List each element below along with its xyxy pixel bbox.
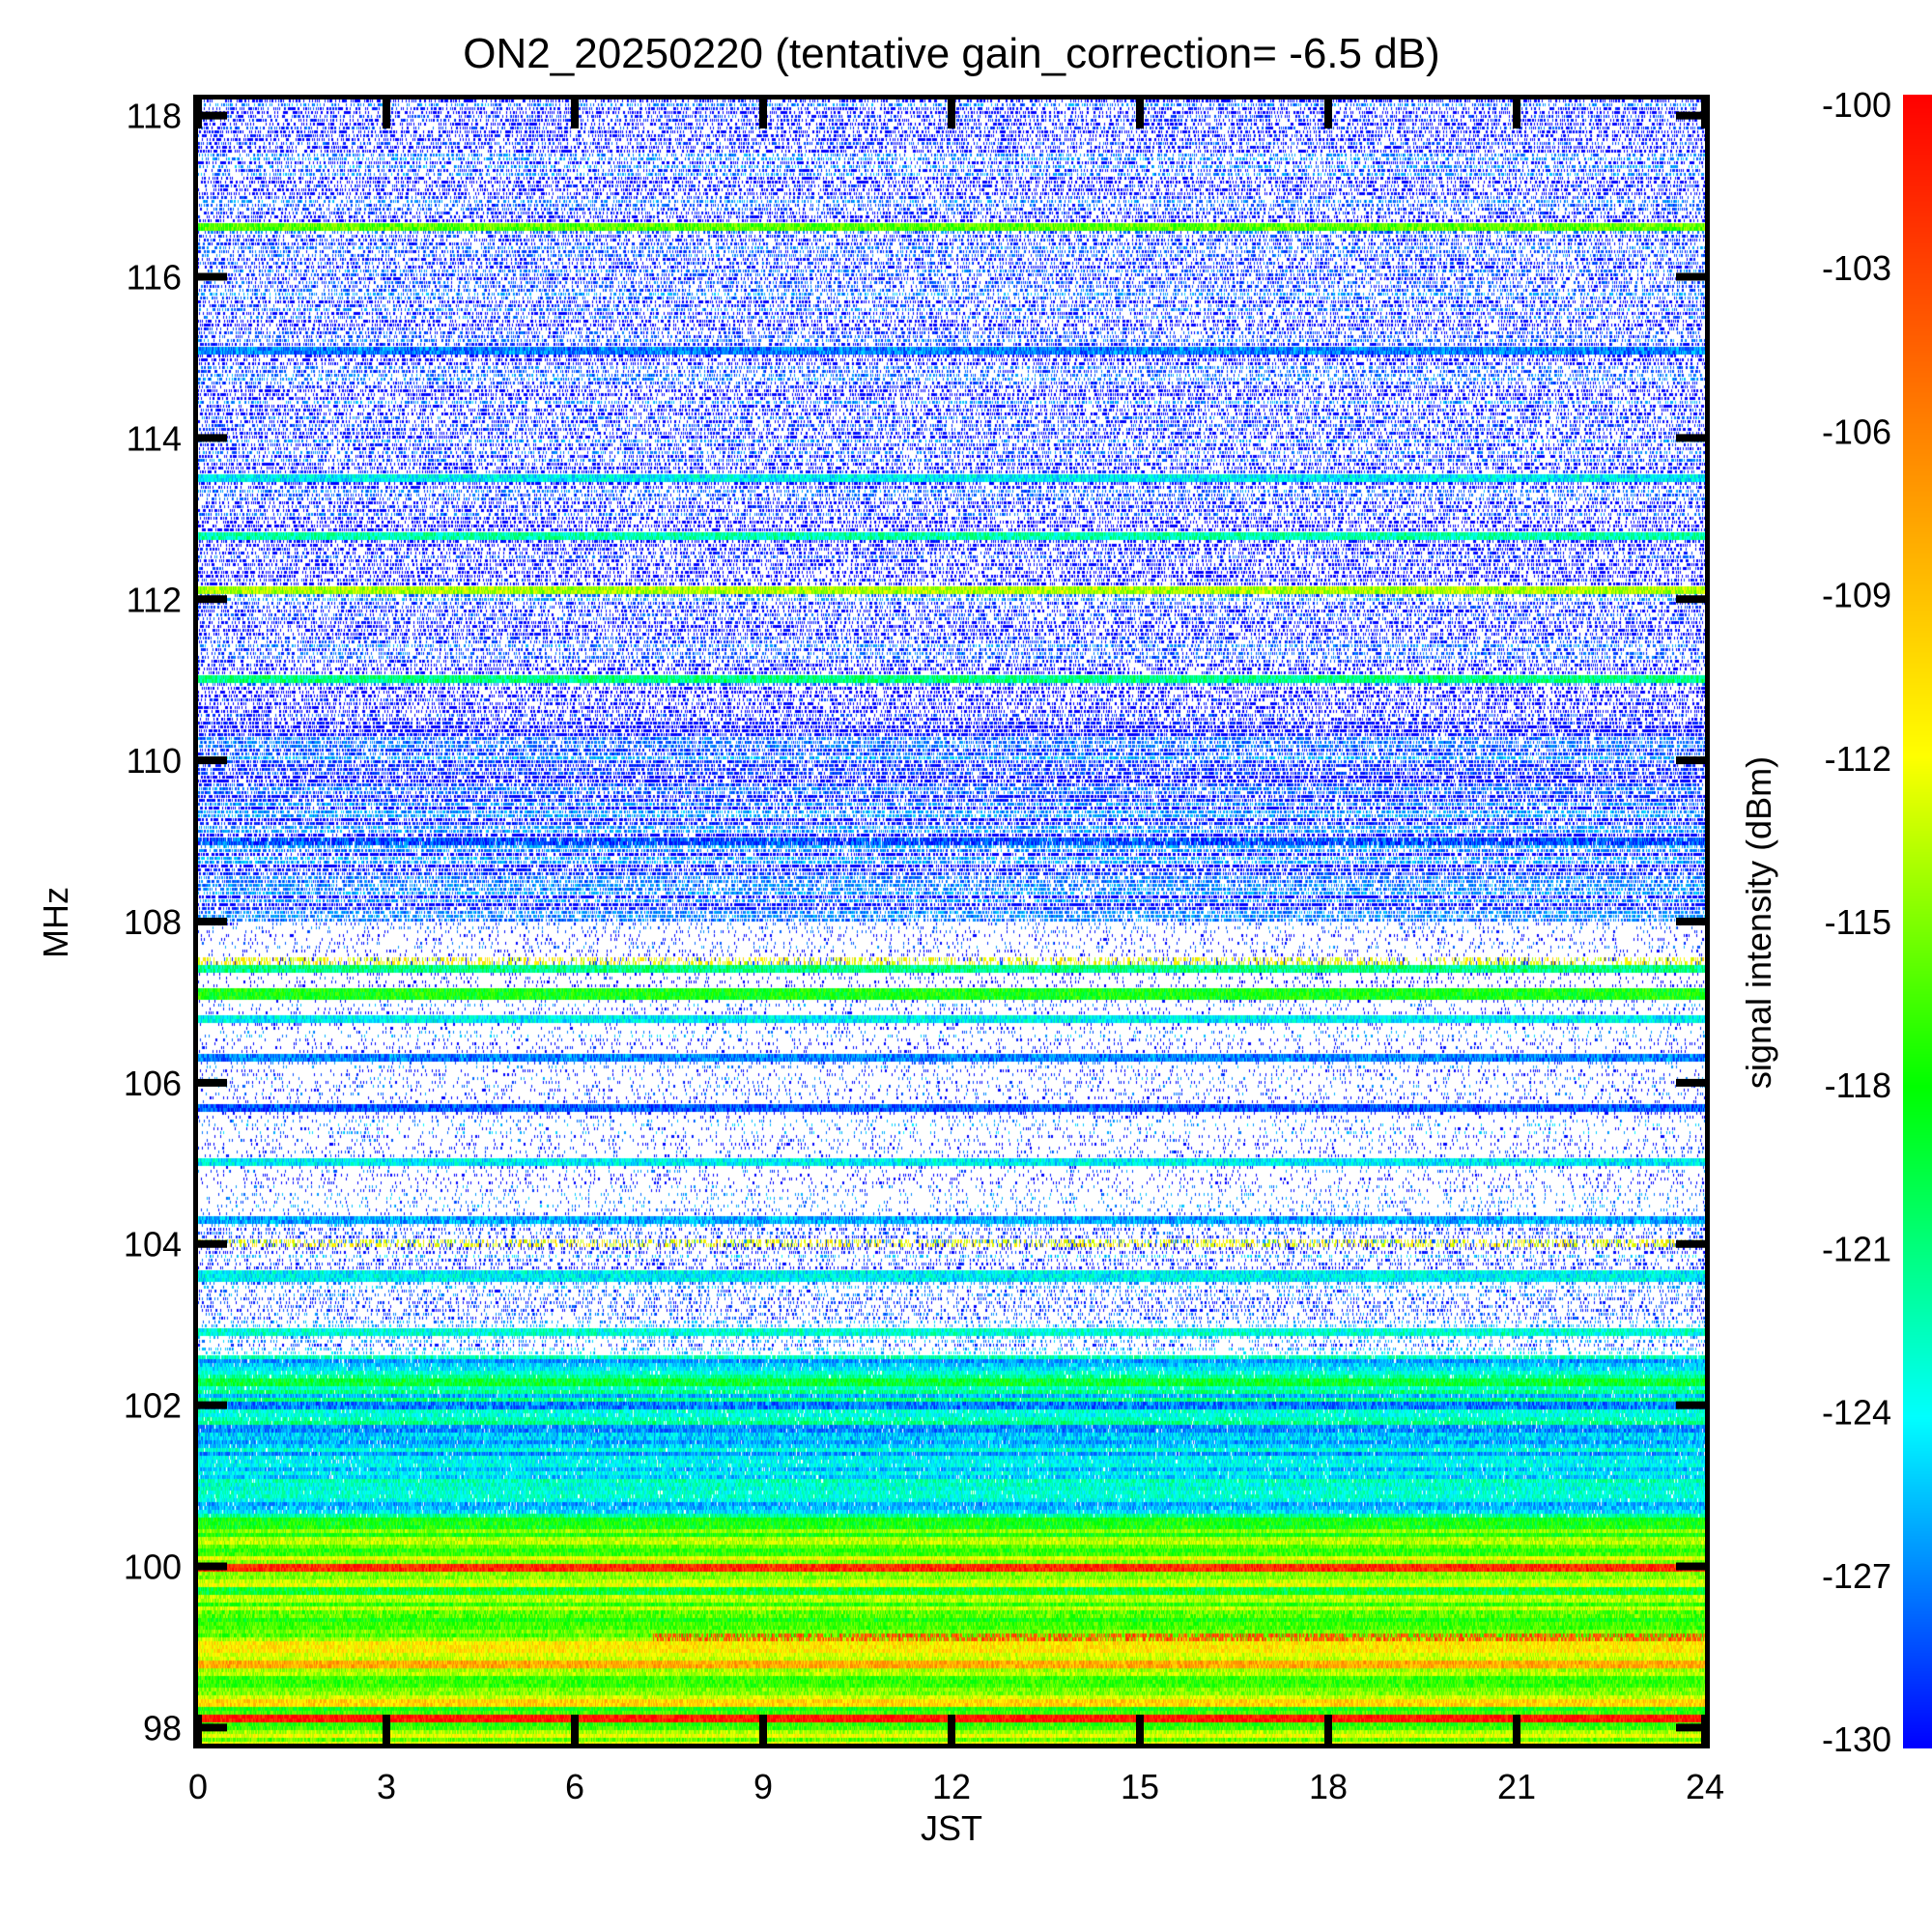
x-tick-label: 18 <box>1309 1767 1348 1806</box>
y-tick-label: 110 <box>127 741 182 781</box>
colorbar-tick-label: -124 <box>1822 1393 1891 1433</box>
y-tick-label: 118 <box>127 97 182 136</box>
colorbar-tick-label: -127 <box>1822 1556 1891 1596</box>
x-tick-label: 21 <box>1497 1767 1536 1806</box>
colorbar-tick-label: -115 <box>1825 902 1891 942</box>
colorbar <box>1903 95 1932 1748</box>
y-tick-label: 102 <box>124 1386 182 1426</box>
y-tick-label: 112 <box>127 580 182 619</box>
x-axis-label: JST <box>921 1808 982 1848</box>
colorbar-tick-label: -118 <box>1825 1065 1891 1105</box>
colorbar-tick-label: -112 <box>1825 739 1891 779</box>
x-tick-label: 0 <box>188 1767 208 1806</box>
y-tick-label: 104 <box>124 1225 182 1264</box>
colorbar-label: signal intensity (dBm) <box>1739 756 1778 1089</box>
plot-area <box>193 95 1710 1748</box>
colorbar-axis: -100 -103 -106 -109 -112 -115 -118 -121 -124 -127… <box>1822 85 1891 1759</box>
colorbar-tick-label: -109 <box>1822 576 1891 615</box>
y-tick-label: 98 <box>143 1708 182 1747</box>
spectrogram-heatmap <box>198 99 1705 1744</box>
colorbar-tick-label: -100 <box>1822 85 1891 125</box>
colorbar-tick-label: -106 <box>1822 412 1891 451</box>
x-tick-label: 24 <box>1686 1767 1724 1806</box>
chart-title: ON2_20250220 (tentative gain_correction=… <box>463 30 1440 77</box>
x-tick-label: 15 <box>1121 1767 1159 1806</box>
x-tick-label: 12 <box>932 1767 971 1806</box>
y-tick-label: 108 <box>124 902 182 942</box>
y-tick-label: 114 <box>127 418 182 458</box>
y-tick-label: 106 <box>124 1064 182 1103</box>
colorbar-tick-label: -130 <box>1822 1719 1891 1759</box>
y-tick-label: 116 <box>127 258 182 298</box>
y-tick-label: 100 <box>124 1547 182 1586</box>
x-tick-label: 3 <box>377 1767 396 1806</box>
y-axis-label: MHz <box>36 887 75 958</box>
x-tick-label: 9 <box>753 1767 773 1806</box>
colorbar-tick-label: -103 <box>1822 248 1891 288</box>
colorbar-tick-label: -121 <box>1822 1229 1891 1268</box>
x-tick-label: 6 <box>565 1767 584 1806</box>
